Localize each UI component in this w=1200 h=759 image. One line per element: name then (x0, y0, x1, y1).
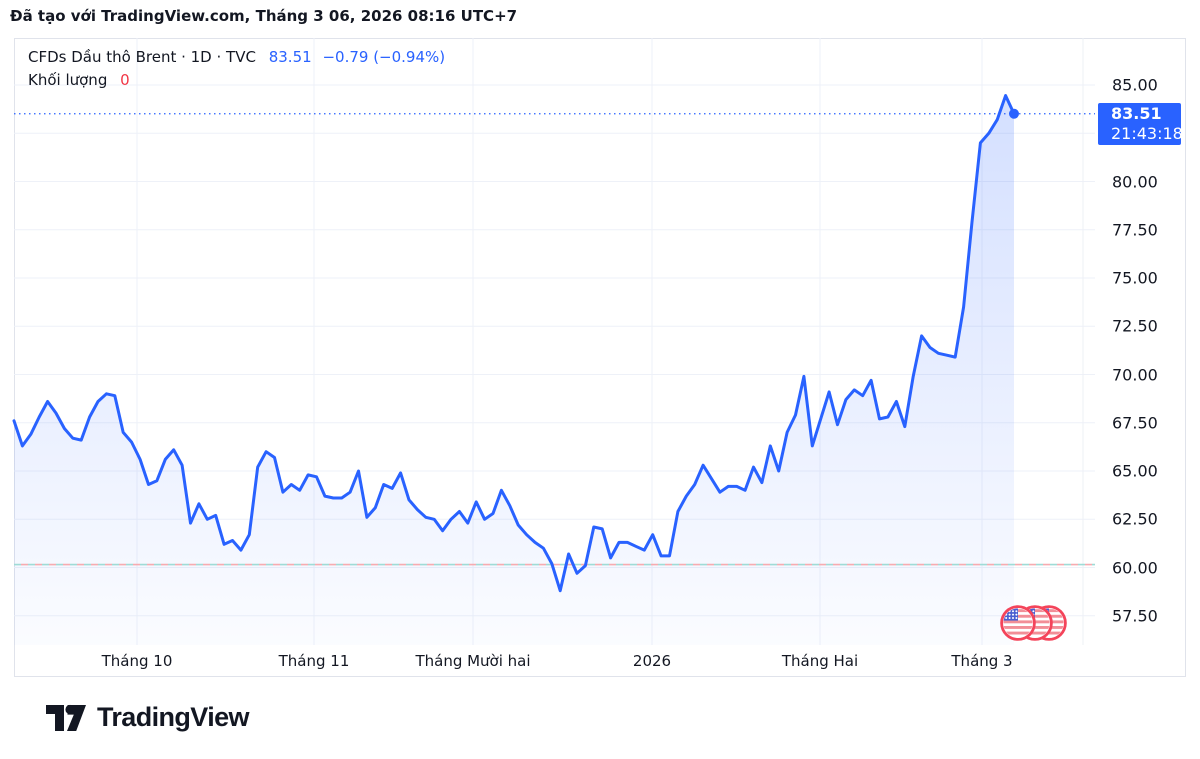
chart-legend: CFDs Dầu thô Brent · 1D · TVC 83.51 −0.7… (28, 47, 445, 90)
price-tick-label: 85.00 (1112, 75, 1158, 95)
tradingview-logo-text: TradingView (97, 701, 250, 732)
price-tick-label: 62.50 (1112, 509, 1158, 529)
attribution-text: Đã tạo với TradingView.com, Tháng 3 06, … (10, 7, 518, 25)
price-tick-label: 60.00 (1112, 558, 1158, 577)
price-tick-label: 72.50 (1112, 316, 1158, 336)
volume-label[interactable]: Khối lượng (28, 71, 108, 89)
badge-countdown: 21:43:18 (1111, 124, 1183, 143)
price-tick-label: 57.50 (1112, 606, 1158, 626)
last-price: 83.51 (268, 48, 312, 66)
chart-card (14, 38, 1186, 677)
price-tick-label: 80.00 (1112, 172, 1158, 191)
price-tick-label: 70.00 (1112, 365, 1158, 384)
time-tick-label: Tháng Hai (781, 652, 859, 670)
time-tick-label: 2026 (632, 652, 672, 670)
price-tick-label: 67.50 (1112, 413, 1158, 433)
us-flag-icon[interactable] (1000, 605, 1036, 641)
tradingview-logo[interactable]: TradingView (46, 700, 250, 734)
badge-price: 83.51 (1111, 104, 1162, 123)
time-tick-label: Tháng Mười hai (415, 652, 531, 670)
time-tick-label: Tháng 11 (278, 652, 350, 670)
symbol-title[interactable]: CFDs Dầu thô Brent · 1D · TVC (28, 48, 256, 66)
price-change: −0.79 (−0.94%) (322, 48, 446, 66)
price-tick-label: 75.00 (1112, 268, 1158, 288)
volume-value: 0 (120, 71, 130, 89)
last-price-badge[interactable]: 83.51 21:43:18 (1098, 103, 1183, 145)
time-tick-label: Tháng 10 (101, 652, 173, 670)
price-tick-label: 77.50 (1112, 220, 1158, 240)
tradingview-logo-icon (46, 704, 86, 731)
price-tick-label: 65.00 (1112, 461, 1158, 481)
time-tick-label: Tháng 3 (951, 652, 1013, 670)
